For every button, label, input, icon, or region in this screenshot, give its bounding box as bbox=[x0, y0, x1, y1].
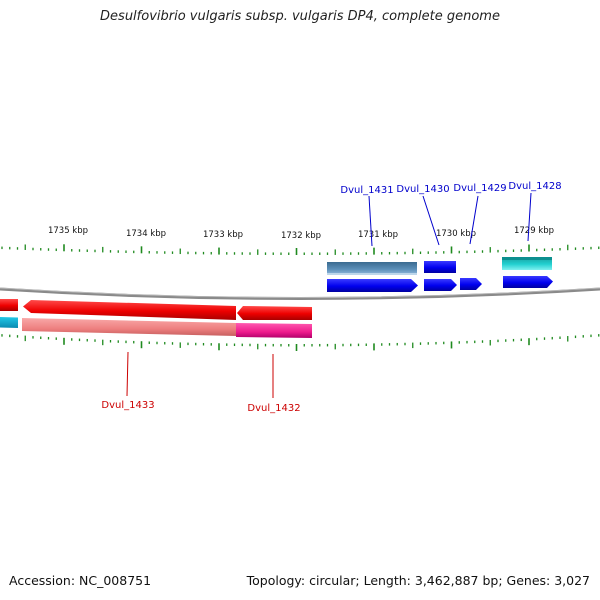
genome-summary-text: Topology: circular; Length: 3,462,887 bp… bbox=[246, 573, 590, 588]
leader-dvul-1428 bbox=[527, 192, 532, 242]
gene-label-dvul-1428: Dvul_1428 bbox=[508, 181, 561, 192]
reverse-features-inner bbox=[0, 317, 312, 338]
leader-dvul-1433 bbox=[126, 351, 129, 397]
gene-label-dvul-1433: Dvul_1433 bbox=[101, 400, 154, 411]
gene-arrow-dvul-1428 bbox=[503, 276, 553, 288]
map-title: Desulfovibrio vulgaris subsp. vulgaris D… bbox=[100, 9, 500, 24]
feature-magenta bbox=[236, 323, 312, 338]
gene-label-dvul-1429: Dvul_1429 bbox=[453, 183, 506, 194]
gene-label-dvul-1431: Dvul_1431 bbox=[340, 185, 393, 196]
scale-label-1735: 1735 kbp bbox=[48, 226, 88, 236]
leader-dvul-1429 bbox=[469, 195, 479, 245]
forward-features-outer bbox=[327, 257, 552, 275]
gene-arrow-dvul-1432 bbox=[237, 306, 312, 320]
scale-label-1729: 1729 kbp bbox=[514, 226, 554, 236]
scale-label-1733: 1733 kbp bbox=[203, 230, 243, 240]
feature-teal bbox=[502, 257, 552, 270]
accession-text: Accession: NC_008751 bbox=[9, 573, 152, 588]
leader-dvul-1430 bbox=[422, 195, 440, 246]
label-leaders bbox=[126, 192, 532, 398]
scale-ticks-outer bbox=[1, 244, 600, 255]
scale-ticks-inner bbox=[1, 334, 600, 351]
feature-blue-upper-a bbox=[424, 261, 456, 273]
gene-label-dvul-1432: Dvul_1432 bbox=[247, 403, 300, 414]
genome-backbone bbox=[0, 287, 600, 300]
leader-dvul-1431 bbox=[368, 195, 373, 247]
feature-steel bbox=[327, 262, 417, 275]
scale-label-1734: 1734 kbp bbox=[126, 229, 166, 239]
scale-labels: 1735 kbp 1734 kbp 1733 kbp 1732 kbp 1731… bbox=[48, 226, 554, 241]
feature-red-edge bbox=[0, 299, 18, 311]
gene-arrow-dvul-1433 bbox=[23, 300, 236, 320]
scale-label-1730: 1730 kbp bbox=[436, 229, 476, 239]
forward-features-inner bbox=[327, 276, 553, 292]
feature-cyan-edge bbox=[0, 317, 18, 328]
gene-arrow-dvul-1431 bbox=[327, 279, 418, 292]
gene-arrow-dvul-1430 bbox=[424, 279, 457, 291]
gene-labels: Dvul_1431 Dvul_1430 Dvul_1429 Dvul_1428 … bbox=[101, 181, 561, 414]
gene-arrow-dvul-1429 bbox=[460, 278, 482, 290]
reverse-features-outer bbox=[0, 299, 312, 320]
genome-backbone-highlight bbox=[0, 287, 600, 298]
feature-pink bbox=[22, 318, 236, 336]
scale-label-1732: 1732 kbp bbox=[281, 231, 321, 241]
gene-label-dvul-1430: Dvul_1430 bbox=[396, 184, 449, 195]
scale-label-1731: 1731 kbp bbox=[358, 230, 398, 240]
